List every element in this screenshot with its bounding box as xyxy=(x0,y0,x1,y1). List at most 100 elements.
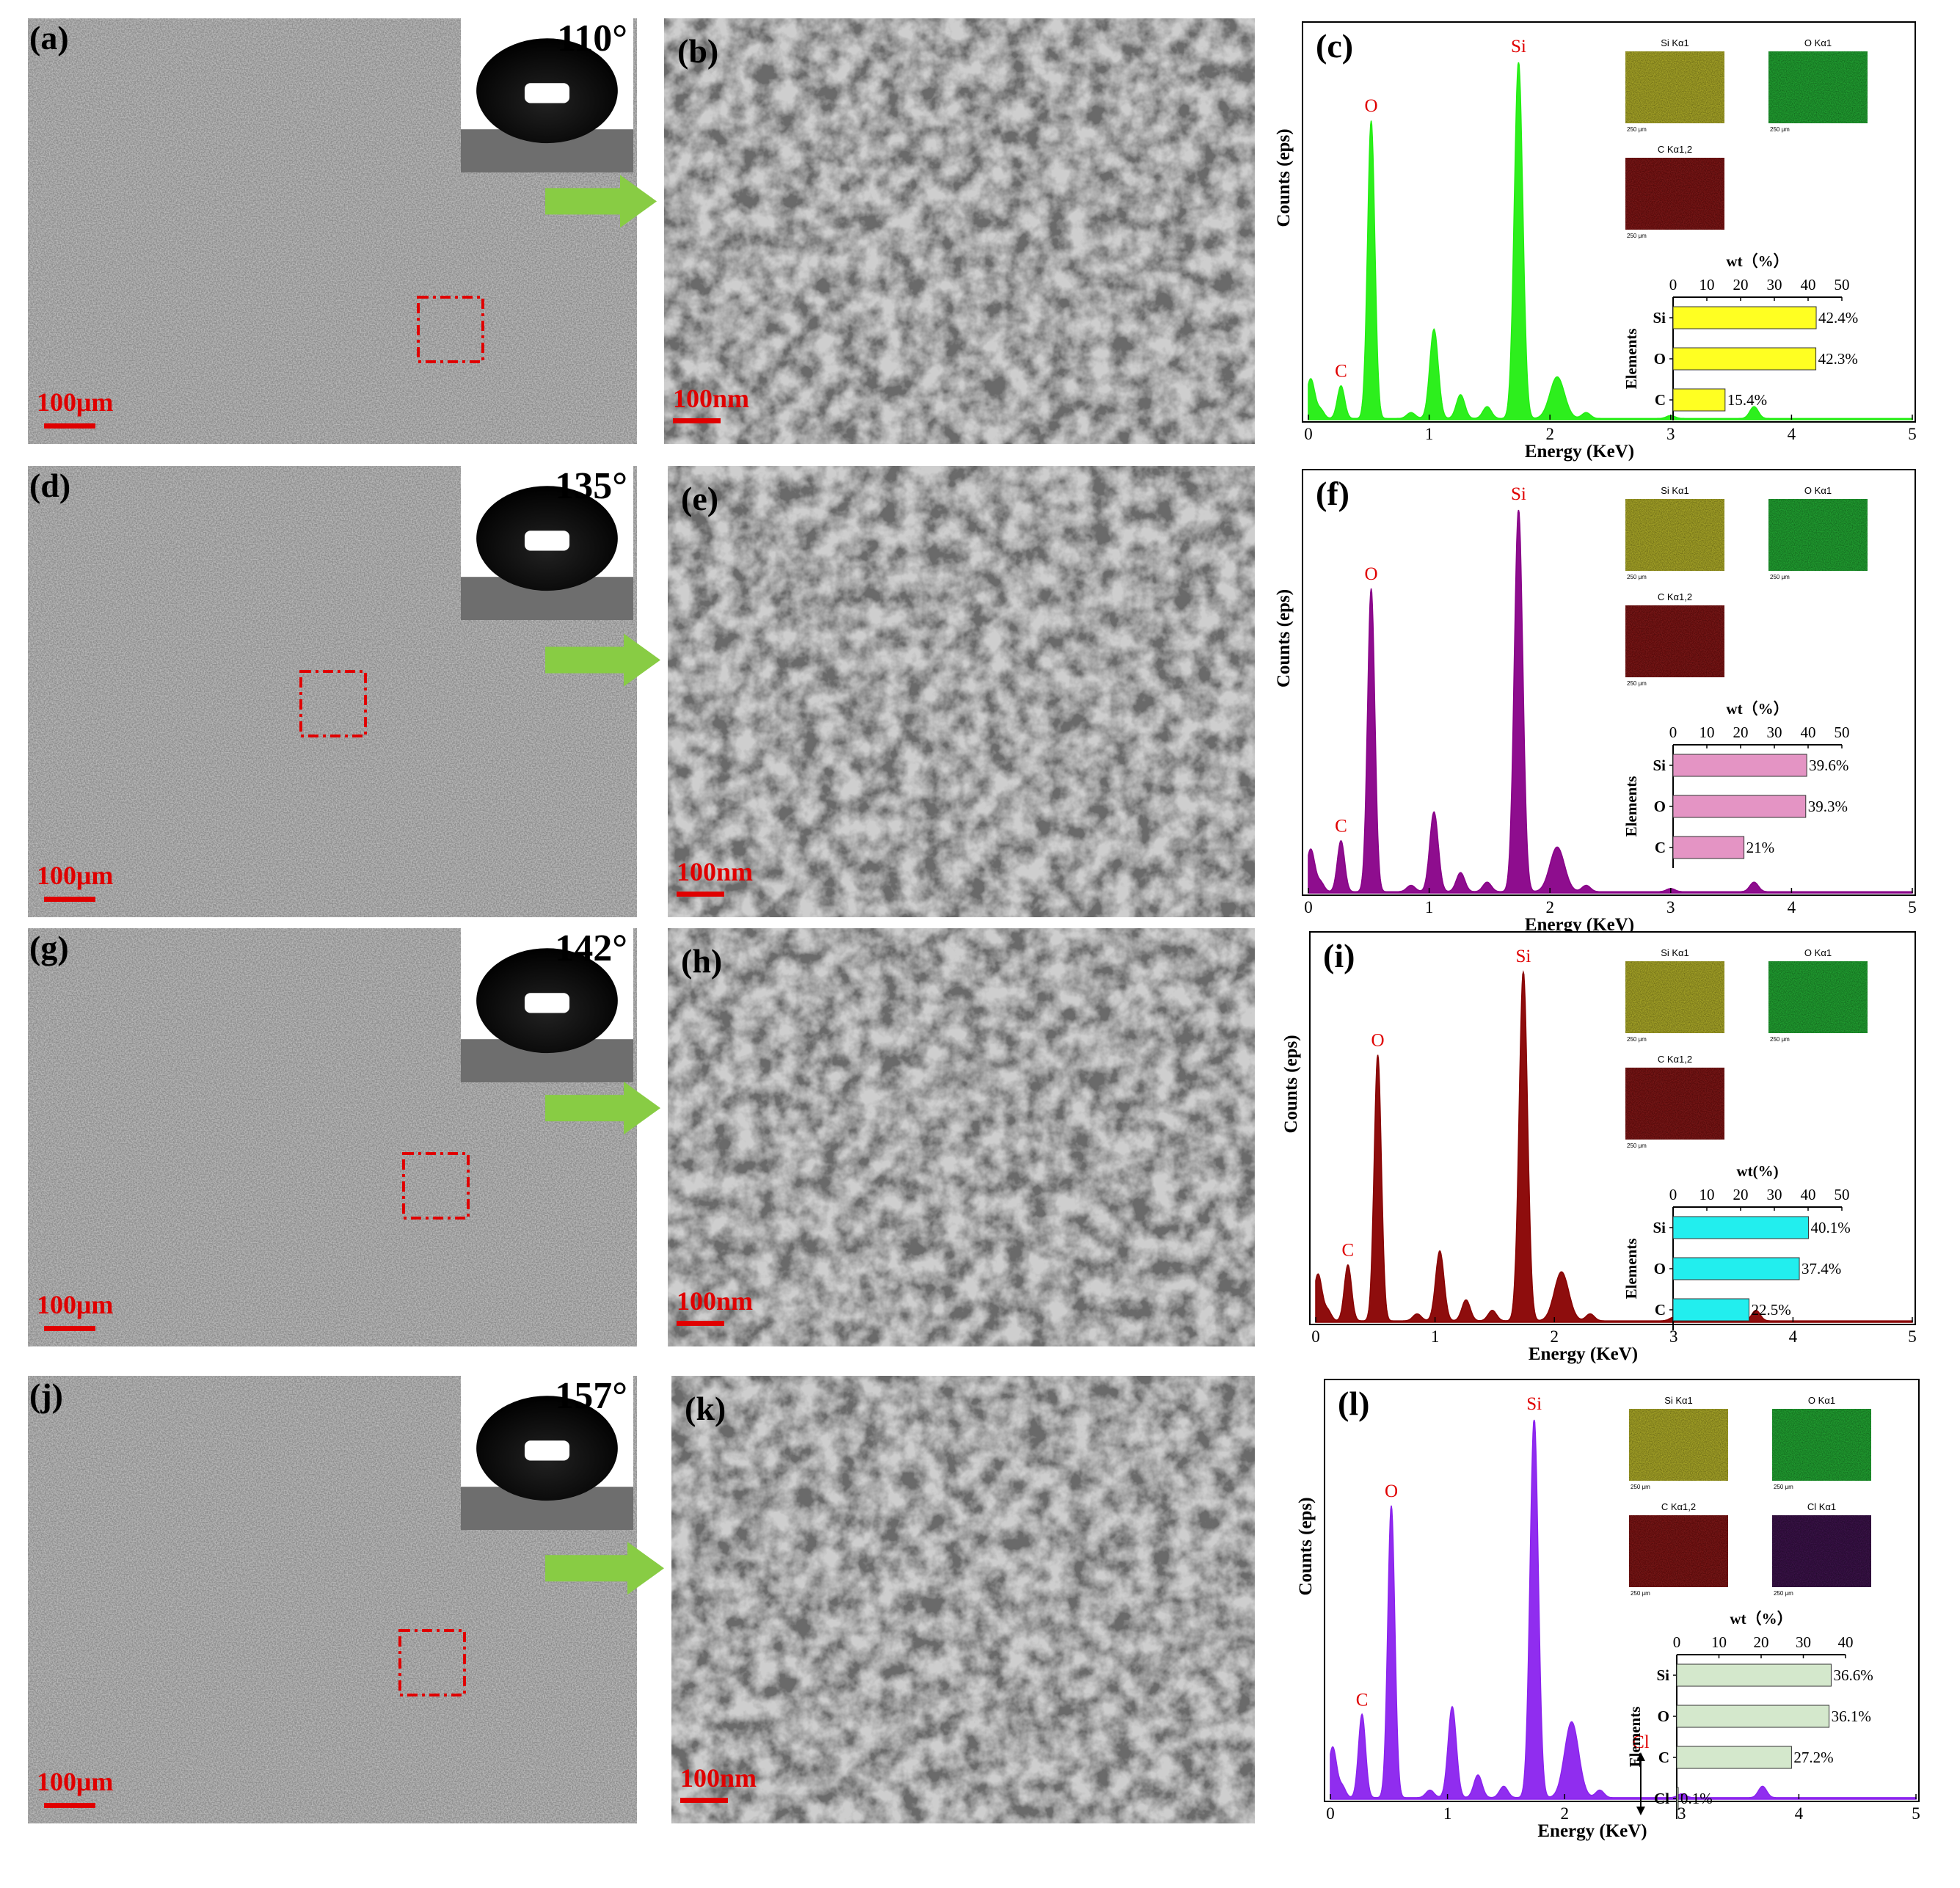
bar xyxy=(1672,754,1807,777)
element-map xyxy=(1625,961,1724,1033)
map-scale-label: 250 μm xyxy=(1774,1484,1793,1490)
map-scale-label: 250 μm xyxy=(1631,1484,1650,1490)
panel-label: (a) xyxy=(29,19,69,57)
bar-category-label: Si xyxy=(1653,309,1666,327)
bar xyxy=(1672,1216,1809,1239)
x-axis-label: Energy (KeV) xyxy=(1529,1344,1638,1364)
scale-bar-label: 100μm xyxy=(37,1290,113,1319)
x-tick-label: 1 xyxy=(1431,1327,1440,1346)
bar-x-tick-label: 50 xyxy=(1835,276,1850,294)
bar-y-axis-label: Elements xyxy=(1622,776,1640,837)
droplet-highlight xyxy=(524,83,570,103)
bar xyxy=(1676,1787,1679,1810)
bar xyxy=(1672,795,1807,818)
scale-bar xyxy=(44,1803,95,1808)
bar-y-axis-label: Elements xyxy=(1626,1707,1644,1768)
bar-x-tick-label: 30 xyxy=(1767,1186,1782,1203)
zoom-arrow xyxy=(545,633,660,687)
scale-bar xyxy=(677,892,724,897)
x-tick-label: 2 xyxy=(1545,898,1554,916)
bar xyxy=(1676,1663,1832,1687)
zoom-region-box xyxy=(299,670,367,737)
bar-category-label: Cl xyxy=(1654,1790,1669,1807)
map-label: O Kα1 xyxy=(1804,485,1832,496)
x-tick-label: 3 xyxy=(1669,1327,1678,1346)
x-tick-label: 2 xyxy=(1545,425,1554,443)
sem-high-mag-image xyxy=(664,18,1255,444)
y-axis-label: Counts (eps) xyxy=(1274,589,1294,688)
bar xyxy=(1672,836,1745,859)
element-map xyxy=(1772,1409,1871,1481)
map-label: C Kα1,2 xyxy=(1661,1501,1696,1512)
element-map xyxy=(1768,961,1868,1033)
figure-row: 110° (a) 100μm (b) 100nm (c) 0 1 2 3 4 5 Energy (KeV… xyxy=(28,18,1917,462)
figure-row: 142° (g) 100μm (h) 100nm (i) 0 1 2 3 4 5 Energy (KeV… xyxy=(28,927,1917,1364)
map-scale-label: 250 μm xyxy=(1770,1036,1790,1043)
scale-bar-label: 100nm xyxy=(680,1763,757,1793)
bar xyxy=(1672,306,1817,329)
bar xyxy=(1676,1746,1792,1769)
map-label: C Kα1,2 xyxy=(1658,1054,1692,1065)
x-tick-label: 4 xyxy=(1789,1327,1798,1346)
map-scale-label: 250 μm xyxy=(1774,1590,1793,1597)
panel-label: (e) xyxy=(681,480,718,517)
map-scale-label: 250 μm xyxy=(1631,1590,1650,1597)
peak-label: Si xyxy=(1515,947,1531,966)
eds-spectrum-area xyxy=(1308,509,1913,894)
eds-spectrum-area xyxy=(1330,1419,1917,1800)
bar-x-tick-label: 40 xyxy=(1838,1633,1854,1651)
bar-value-label: 36.1% xyxy=(1832,1707,1871,1725)
element-map xyxy=(1625,51,1724,123)
bar-value-label: 21% xyxy=(1746,839,1775,856)
element-map xyxy=(1629,1409,1728,1481)
contact-angle-value: 135° xyxy=(555,465,627,507)
x-tick-label: 2 xyxy=(1550,1327,1559,1346)
peak-label: C xyxy=(1342,1241,1355,1261)
map-scale-label: 250 μm xyxy=(1627,233,1647,239)
scale-bar-label: 100μm xyxy=(37,387,113,417)
bar-chart-title: wt（%） xyxy=(1726,700,1788,718)
map-scale-label: 250 μm xyxy=(1627,126,1647,133)
panel-label: (c) xyxy=(1316,27,1353,65)
bar-x-tick-label: 40 xyxy=(1801,276,1816,294)
map-scale-label: 250 μm xyxy=(1627,1036,1647,1043)
bar-value-label: 42.3% xyxy=(1818,350,1858,368)
scale-bar xyxy=(677,1321,724,1326)
bar-value-label: 0.1% xyxy=(1680,1790,1713,1807)
bar-category-label: O xyxy=(1654,798,1666,815)
scale-bar xyxy=(680,1798,728,1803)
peak-label: Si xyxy=(1526,1394,1542,1414)
x-tick-label: 0 xyxy=(1326,1804,1335,1823)
peak-label: C xyxy=(1335,816,1347,836)
panel-label: (k) xyxy=(685,1390,726,1427)
bar-x-tick-label: 30 xyxy=(1796,1633,1811,1651)
bar-category-label: O xyxy=(1654,1260,1666,1278)
bar-value-label: 42.4% xyxy=(1818,309,1858,327)
zoom-region-box xyxy=(398,1629,466,1696)
droplet-highlight xyxy=(524,531,570,551)
bar-category-label: C xyxy=(1658,1749,1669,1766)
x-tick-label: 1 xyxy=(1425,898,1434,916)
bar-x-tick-label: 50 xyxy=(1835,1186,1850,1203)
map-label: C Kα1,2 xyxy=(1658,591,1692,602)
bar-x-tick-label: 10 xyxy=(1699,276,1715,294)
map-scale-label: 250 μm xyxy=(1627,680,1647,687)
bar-value-label: 39.6% xyxy=(1809,757,1848,774)
peak-label: Cl xyxy=(1632,1732,1650,1752)
scale-bar-label: 100nm xyxy=(673,384,749,413)
contact-angle-value: 110° xyxy=(557,18,627,59)
x-tick-label: 0 xyxy=(1304,425,1313,443)
bar-x-tick-label: 10 xyxy=(1711,1633,1727,1651)
bar-x-tick-label: 20 xyxy=(1733,276,1749,294)
x-axis-label: Energy (KeV) xyxy=(1525,442,1634,462)
bar-value-label: 39.3% xyxy=(1808,798,1848,815)
sem-high-mag-image xyxy=(668,466,1255,917)
zoom-arrow xyxy=(545,175,657,228)
x-tick-label: 3 xyxy=(1677,1804,1686,1823)
bar-category-label: O xyxy=(1658,1707,1669,1725)
bar xyxy=(1672,388,1726,412)
y-axis-label: Counts (eps) xyxy=(1281,1035,1301,1133)
bar-x-tick-label: 0 xyxy=(1669,724,1677,741)
